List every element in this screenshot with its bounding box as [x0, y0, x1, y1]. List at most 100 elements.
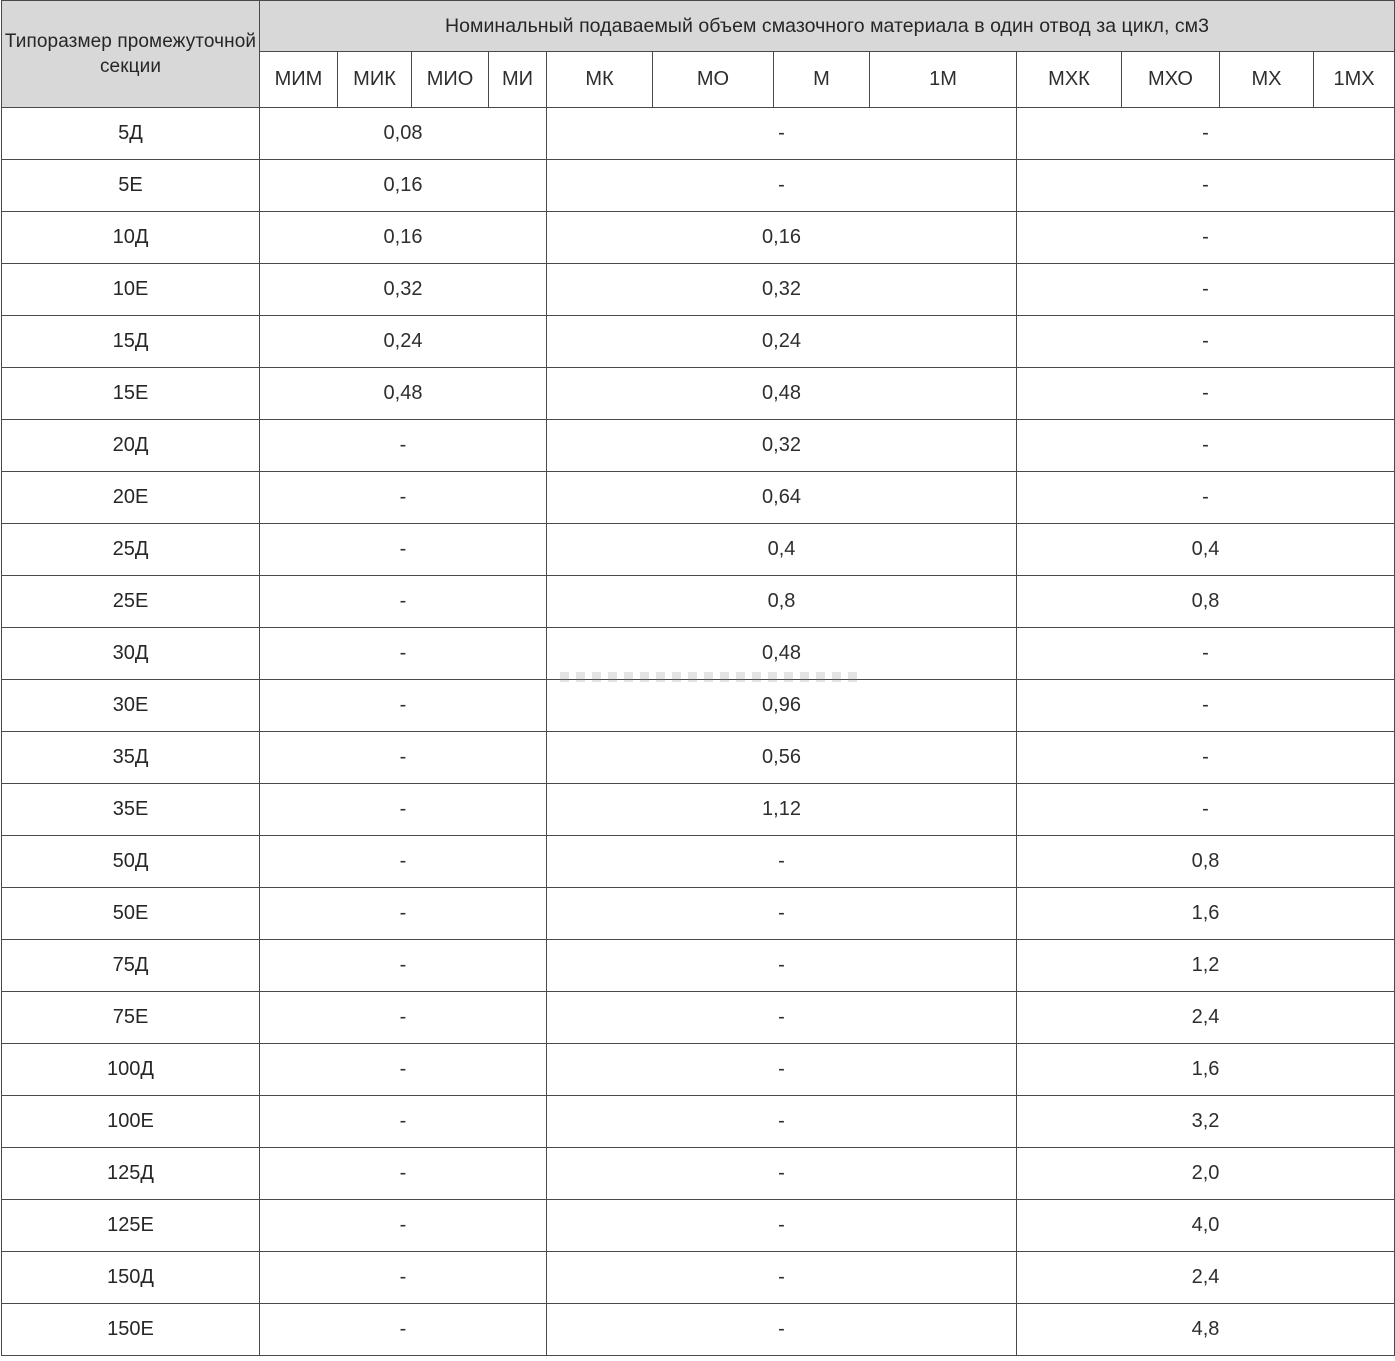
cell-group-mk: -	[546, 1199, 1017, 1252]
row-size-label: 15Д	[1, 315, 260, 368]
cell-group-mx: 1,2	[1015, 939, 1395, 992]
cell-group-mi: -	[259, 731, 547, 784]
cell-group-mx: -	[1015, 263, 1395, 316]
row-size-label: 100Д	[1, 1043, 260, 1096]
row-size-label: 150Д	[1, 1251, 260, 1304]
cell-group-mx: -	[1015, 471, 1395, 524]
cell-group-mx: -	[1015, 731, 1395, 784]
cell-group-mx: 2,4	[1015, 1251, 1395, 1304]
header-row-columns: МИМ МИК МИО МИ МК МО М 1М МХК МХО МХ 1МХ	[2, 51, 1395, 108]
cell-group-mi: -	[259, 835, 547, 888]
table-row: 25Е -0,8 0,8	[1, 575, 1395, 628]
cell-group-mk: -	[546, 835, 1017, 888]
table-row: 15Д 0,24 0,24-	[1, 315, 1395, 368]
cell-group-mk: 0,48	[546, 627, 1017, 680]
cell-group-mx: 1,6	[1015, 1043, 1395, 1096]
cell-group-mi: -	[259, 1303, 547, 1356]
column-header-1mx: 1МХ	[1312, 51, 1395, 108]
cell-group-mk: 0,8	[546, 575, 1017, 628]
table-row: 125Е - -4,0	[1, 1199, 1395, 1252]
column-header-1m: 1М	[869, 51, 1017, 108]
cell-group-mx: -	[1015, 783, 1395, 836]
cell-group-mi: -	[259, 1147, 547, 1200]
row-size-label: 10Е	[1, 263, 260, 316]
cell-group-mk: -	[546, 887, 1017, 940]
row-size-label: 30Е	[1, 679, 260, 732]
cell-group-mk: -	[546, 1147, 1017, 1200]
cell-group-mi: -	[259, 887, 547, 940]
row-size-label: 75Д	[1, 939, 260, 992]
cell-group-mk: 0,32	[546, 263, 1017, 316]
cell-group-mk: -	[546, 159, 1017, 212]
cell-group-mx: 4,8	[1015, 1303, 1395, 1356]
cell-group-mi: 0,48	[259, 367, 547, 420]
cell-group-mx: -	[1015, 367, 1395, 420]
row-size-label: 100Е	[1, 1095, 260, 1148]
cell-group-mx: 4,0	[1015, 1199, 1395, 1252]
table-row: 10Е 0,32 0,32-	[1, 263, 1395, 316]
cell-group-mx: -	[1015, 211, 1395, 264]
cell-group-mx: -	[1015, 679, 1395, 732]
table-row: 125Д - -2,0	[1, 1147, 1395, 1200]
row-size-label: 25Д	[1, 523, 260, 576]
table-head: Типоразмер промежуточной секции Номиналь…	[1, 0, 1395, 108]
cell-group-mi: -	[259, 575, 547, 628]
column-header-mio: МИО	[411, 51, 489, 108]
cell-group-mx: 3,2	[1015, 1095, 1395, 1148]
row-size-label: 35Е	[1, 783, 260, 836]
header-row-group: Типоразмер промежуточной секции Номиналь…	[1, 0, 1395, 108]
table-body: 5Д 0,08- -5Е 0,16- -10Д 0,16 0,16-10Е 0,32 0,32-…	[1, 107, 1395, 1356]
table-row: 35Е -1,12-	[1, 783, 1395, 836]
row-size-label: 125Д	[1, 1147, 260, 1200]
cell-group-mi: -	[259, 1095, 547, 1148]
column-header-mk: МК	[546, 51, 653, 108]
cell-group-mi: 0,16	[259, 211, 547, 264]
cell-group-mx: 0,4	[1015, 523, 1395, 576]
table-row: 20Е -0,64-	[1, 471, 1395, 524]
cell-group-mi: 0,32	[259, 263, 547, 316]
table-row: 50Е - -1,6	[1, 887, 1395, 940]
cell-group-mx: 1,6	[1015, 887, 1395, 940]
cell-group-mx: -	[1015, 159, 1395, 212]
cell-group-mi: -	[259, 1251, 547, 1304]
cell-group-mk: -	[546, 1251, 1017, 1304]
row-size-label: 10Д	[1, 211, 260, 264]
cell-group-mk: 0,4	[546, 523, 1017, 576]
table-row: 75Е - -2,4	[1, 991, 1395, 1044]
table-row: 20Д -0,32-	[1, 419, 1395, 472]
cell-group-mk: 0,32	[546, 419, 1017, 472]
group-header-label: Номинальный подаваемый объем смазочного …	[258, 0, 1395, 52]
cell-group-mk: -	[546, 939, 1017, 992]
table-row: 100Е - -3,2	[1, 1095, 1395, 1148]
cell-group-mk: -	[546, 991, 1017, 1044]
row-size-label: 25Е	[1, 575, 260, 628]
table-row: 75Д - -1,2	[1, 939, 1395, 992]
row-size-label: 5Д	[1, 107, 260, 160]
cell-group-mk: 0,64	[546, 471, 1017, 524]
cell-group-mk: 0,16	[546, 211, 1017, 264]
table-row: 30Д -0,48-	[1, 627, 1395, 680]
cell-group-mi: -	[259, 679, 547, 732]
cell-group-mk: -	[546, 1303, 1017, 1356]
table-row: 150Е - -4,8	[1, 1303, 1395, 1356]
cell-group-mx: 2,0	[1015, 1147, 1395, 1200]
column-header-mik: МИК	[337, 51, 412, 108]
table-row: 35Д -0,56-	[1, 731, 1395, 784]
row-size-label: 50Е	[1, 887, 260, 940]
cell-group-mi: -	[259, 471, 547, 524]
cell-group-mk: 0,56	[546, 731, 1017, 784]
row-size-label: 20Д	[1, 419, 260, 472]
cell-group-mk: -	[546, 1095, 1017, 1148]
column-header-mi: МИ	[488, 51, 547, 108]
cell-group-mi: 0,08	[259, 107, 547, 160]
column-header-mim: МИМ	[259, 51, 338, 108]
row-size-label: 15Е	[1, 367, 260, 420]
row-size-label: 75Е	[1, 991, 260, 1044]
table-row: 100Д - -1,6	[1, 1043, 1395, 1096]
cell-group-mk: 0,48	[546, 367, 1017, 420]
cell-group-mi: 0,16	[259, 159, 547, 212]
cell-group-mi: -	[259, 991, 547, 1044]
table-row: 10Д 0,16 0,16-	[1, 211, 1395, 264]
cell-group-mk: 1,12	[546, 783, 1017, 836]
